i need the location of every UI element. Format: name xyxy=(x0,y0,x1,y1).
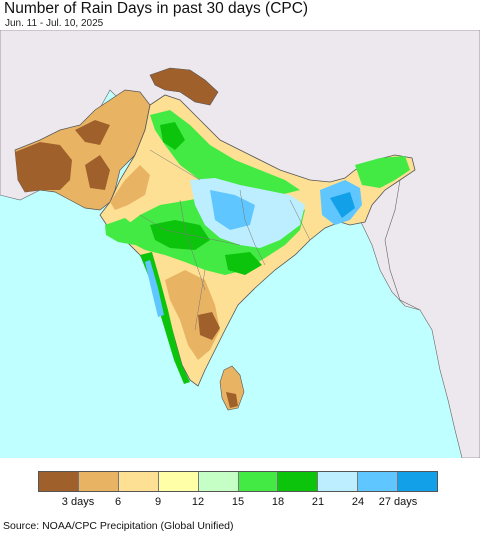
legend-swatch xyxy=(237,472,278,491)
region-kashmir xyxy=(149,67,219,106)
region-dry-brown-2 xyxy=(75,120,110,145)
legend-swatch xyxy=(39,472,78,491)
source-note: Source: NOAA/CPC Precipitation (Global U… xyxy=(3,520,234,532)
legend-swatch xyxy=(357,472,398,491)
legend-tick-label: 6 xyxy=(114,496,122,508)
legend-swatch xyxy=(197,472,238,491)
region-rajasthan-orange xyxy=(110,165,150,210)
region-dry-brown-1 xyxy=(15,142,72,192)
rain-days-map xyxy=(0,30,480,458)
legend-swatch xyxy=(157,472,198,491)
region-blue-mid xyxy=(210,190,255,230)
legend-tick-label: 24 xyxy=(351,496,365,508)
legend-tick-label: 3 days xyxy=(61,496,95,508)
legend-tick-label: 18 xyxy=(271,496,285,508)
region-sri-lanka xyxy=(219,365,245,411)
legend-tick-label: 27 days xyxy=(378,496,418,508)
region-northeast-green xyxy=(355,156,410,188)
date-range: Jun. 11 - Jul. 10, 2025 xyxy=(5,18,104,29)
region-darkgreen-2 xyxy=(160,122,185,150)
legend-tick-label: 9 xyxy=(154,496,162,508)
legend-swatch xyxy=(397,472,438,491)
region-westcoast-blue xyxy=(145,260,164,317)
region-south-brown xyxy=(198,312,220,340)
legend-tick-label: 15 xyxy=(231,496,245,508)
legend-swatch xyxy=(117,472,158,491)
region-gujarat-green xyxy=(105,218,140,245)
legend-tick-label: 12 xyxy=(191,496,205,508)
region-sri-lanka-south xyxy=(226,392,238,408)
legend-tick-label: 21 xyxy=(311,496,325,508)
color-legend xyxy=(38,471,438,492)
legend-ticks: 3 days 6 9 12 15 18 21 24 27 days xyxy=(0,496,480,510)
region-darkgreen-1 xyxy=(150,220,210,250)
legend-swatch xyxy=(277,472,318,491)
region-green-north xyxy=(150,110,300,195)
legend-swatch xyxy=(77,472,118,491)
legend-swatch xyxy=(317,472,358,491)
myanmar-boundary xyxy=(384,179,421,311)
state-boundaries xyxy=(139,149,311,331)
region-bengal-deep xyxy=(330,192,355,218)
region-darkgreen-3 xyxy=(225,252,262,275)
region-dry-brown-3 xyxy=(85,155,110,190)
map-title: Number of Rain Days in past 30 days (CPC… xyxy=(4,0,309,17)
